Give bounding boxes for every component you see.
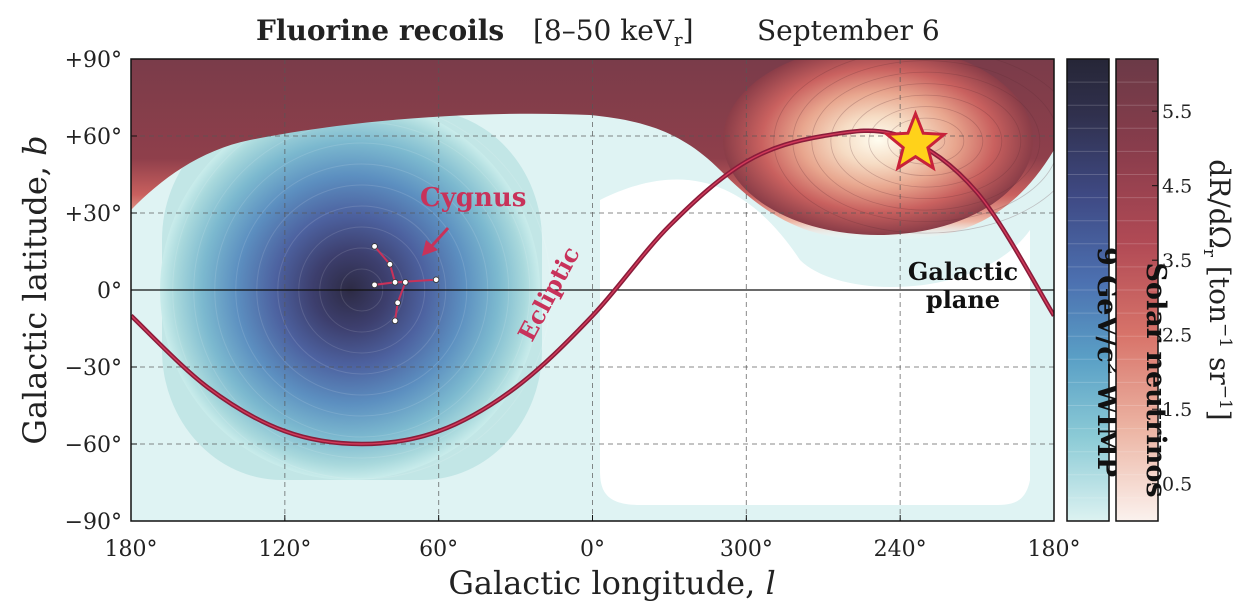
x-tick-label: 0° [580,537,605,562]
neutrino-contour-ring [830,83,1022,200]
wimp-colorbar-fill [1067,59,1109,521]
cygnus-link [396,281,407,304]
neutrino-contour-ring [868,106,984,177]
title-range: [8–50 keVr] [533,14,694,51]
y-tick-label: +60° [65,125,122,150]
y-tick-label: +30° [65,202,122,227]
cygnus-star [391,317,399,324]
cygnus-star [394,299,401,307]
colorbar-units-label: dR/dΩr [ton−1 sr−1] [1199,159,1236,420]
y-tick-label: −90° [65,510,122,535]
x-tick-label: 180° [105,537,158,562]
x-axis-ticks: 180° 120° 60° 0° 300° 240° 180° [105,515,1081,562]
cygnus-star [432,276,440,283]
title-bold: Fluorine recoils [256,14,504,47]
wimp-colorbar: 9 GeV/c2 WIMP [1066,58,1123,522]
colorbar-tick-label: 1.5 [1162,399,1192,421]
neutrino-colorbar-label: Solar neutrinos [1140,262,1171,497]
neutrino-colorbar-frame [1115,58,1159,522]
neutrino-contour-ring [773,59,1054,234]
neutrino-colorbar-bands [1116,81,1158,499]
neutrino-contour-ring [811,71,1041,211]
x-tick-label: 240° [874,537,927,562]
neutrino-colorbar: Solar neutrinos 5.5 4.5 3.5 2.5 1.5 0.5 [1115,58,1192,522]
chart-title: Fluorine recoils [8–50 keVr] September 6 [256,14,940,51]
title-date: September 6 [757,14,940,47]
cygnus-star [402,279,409,286]
galactic-plane-label-2: plane [926,285,1000,314]
colorbar-tick-label: 4.5 [1162,176,1192,198]
galactic-plane-label-1: Galactic [908,257,1018,286]
cygnus-link [395,278,437,284]
colorbar-tick-label: 2.5 [1162,325,1192,347]
y-axis-label: Galactic latitude, b [16,135,54,444]
low-rate-region [600,179,1030,505]
neutrino-contour-ring [849,94,1003,188]
y-axis-ticks: +90° +60° +30° 0° −30° −60° −90° [65,48,137,535]
colorbar-tick-label: 5.5 [1162,101,1192,123]
x-tick-label: 180° [1028,537,1081,562]
cygnus-link [374,281,396,286]
cygnus-star [371,281,378,289]
cygnus-label: Cygnus [420,183,526,213]
y-tick-label: +90° [65,48,122,73]
colorbar-tick-label: 0.5 [1162,474,1192,496]
x-axis-label: Galactic longitude, l [448,564,775,602]
colorbar-tick-label: 3.5 [1162,250,1192,272]
cygnus-star [386,261,394,268]
x-tick-label: 120° [258,537,311,562]
y-tick-label: −60° [65,433,122,458]
cygnus-star [371,243,378,250]
neutrino-colorbar-fill [1116,59,1158,521]
cygnus-link [373,245,391,265]
x-tick-label: 60° [419,537,458,562]
cygnus-star [391,279,399,286]
y-tick-label: 0° [97,279,122,304]
cygnus-constellation [371,243,440,324]
wimp-colorbar-bands [1067,81,1109,499]
colorbar-ticks: 5.5 4.5 3.5 2.5 1.5 0.5 [1152,101,1192,496]
wimp-colorbar-frame [1066,58,1110,522]
neutrino-hotspot [723,59,1033,235]
cygnus-arrow [422,226,450,256]
y-tick-label: −30° [65,356,122,381]
sun-star-marker [883,109,949,172]
x-tick-label: 300° [720,537,773,562]
